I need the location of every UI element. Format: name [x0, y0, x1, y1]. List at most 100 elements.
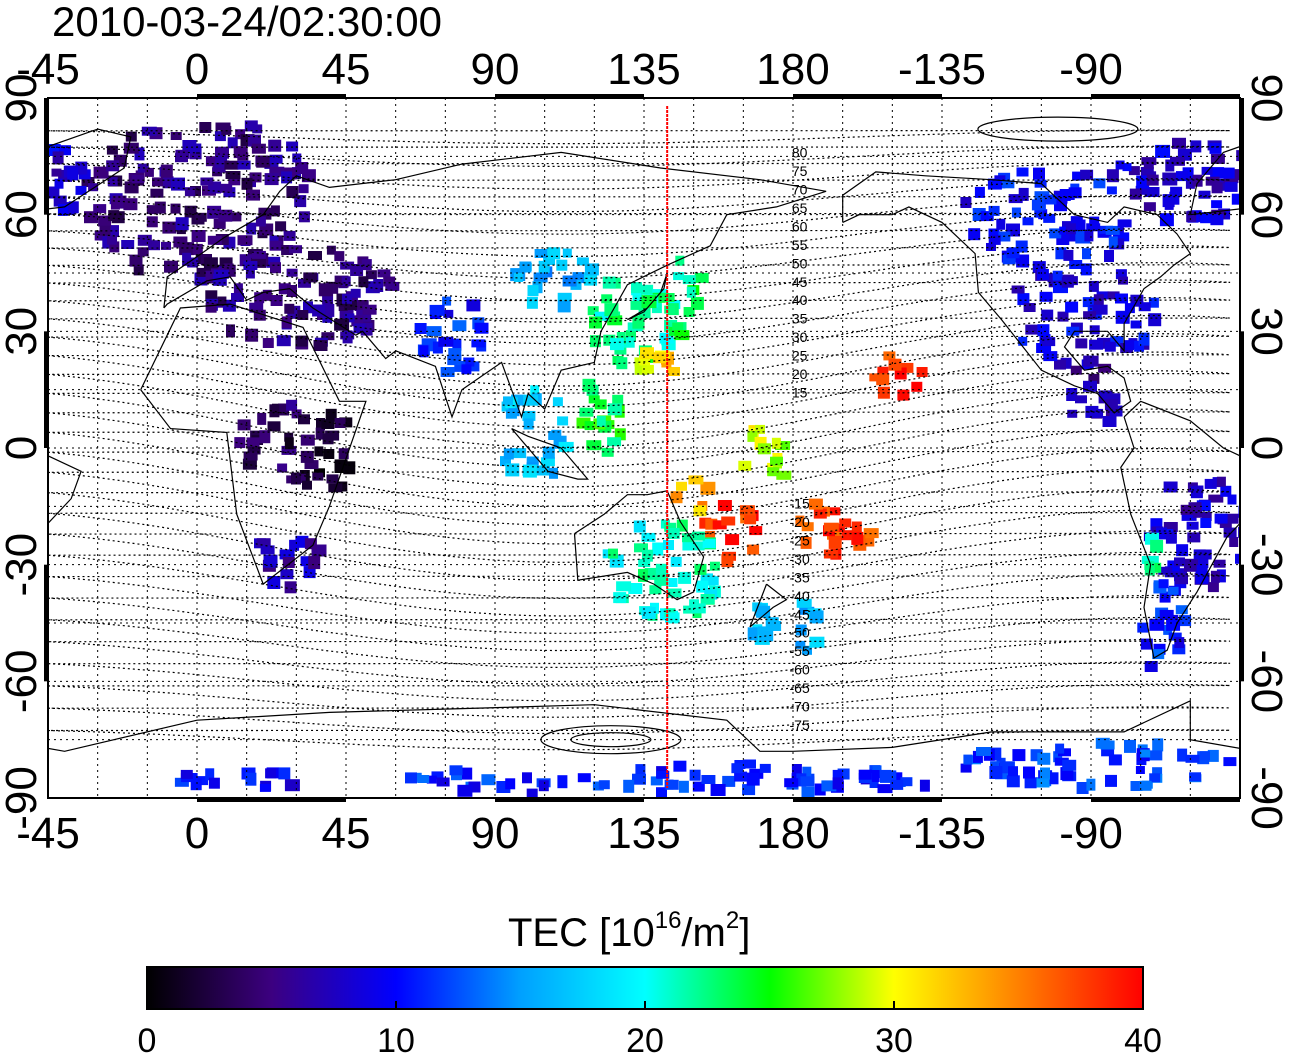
- lon-tick-label: -135: [898, 45, 986, 94]
- tec-cell: [190, 186, 201, 196]
- tec-cell: [123, 198, 138, 211]
- tec-cell: [1193, 509, 1203, 518]
- right-lat-axis: 90 60 30 0 -30 -60 -90: [1242, 74, 1291, 830]
- tec-cell: [505, 463, 520, 477]
- tec-cell: [1057, 311, 1069, 322]
- tec-cell: [438, 336, 454, 347]
- tec-cell: [557, 292, 572, 301]
- tec-cell: [655, 563, 667, 575]
- tec-cell: [1072, 171, 1086, 181]
- tec-cell: [538, 780, 549, 792]
- tec-cell: [594, 311, 609, 321]
- tec-cell: [284, 779, 300, 792]
- tec-cell: [251, 250, 266, 259]
- tec-cell: [282, 557, 295, 568]
- tec-cell: [298, 184, 309, 194]
- tec-cell: [747, 544, 760, 555]
- tec-cell: [1195, 570, 1209, 584]
- tec-cell: [919, 779, 930, 792]
- tec-cell: [744, 513, 757, 525]
- tec-cell: [313, 340, 328, 351]
- tec-cell: [1205, 176, 1220, 186]
- tec-cell: [607, 315, 623, 326]
- frame-bar: [1091, 94, 1240, 99]
- contour-label: -25: [790, 532, 810, 548]
- tec-cell: [837, 768, 850, 780]
- tec-cell: [474, 322, 489, 334]
- tec-cell: [869, 778, 879, 788]
- tec-cell: [1086, 223, 1101, 232]
- colorbar-tick-label: 20: [626, 1022, 664, 1057]
- tec-cell: [1097, 337, 1112, 349]
- tec-cell: [795, 515, 805, 527]
- tec-cell: [639, 355, 650, 366]
- tec-cell: [205, 270, 215, 282]
- contour-line: [48, 244, 1231, 302]
- tec-cell: [358, 276, 369, 288]
- lon-tick-label: 135: [607, 809, 680, 858]
- tec-cell: [1033, 167, 1045, 180]
- tec-cell: [1148, 313, 1162, 327]
- tec-cell: [1159, 609, 1174, 620]
- tec-cell: [1024, 777, 1037, 789]
- tec-cell: [88, 183, 99, 192]
- tec-cell: [281, 171, 293, 184]
- tec-cell: [1034, 205, 1044, 218]
- tec-cell: [53, 195, 67, 207]
- tec-cell: [300, 450, 314, 463]
- tec-cell: [1117, 219, 1132, 228]
- tec-cell: [259, 783, 271, 792]
- tec-cell: [334, 418, 346, 428]
- tec-cell: [1041, 337, 1056, 347]
- tec-cell: [989, 766, 1003, 779]
- tec-cell: [267, 576, 281, 589]
- contour-label: 25: [792, 348, 808, 364]
- tec-cell: [1118, 276, 1128, 285]
- tec-cell: [243, 261, 258, 270]
- tec-cell: [1179, 615, 1192, 627]
- tec-cell: [1065, 223, 1076, 235]
- tec-cell: [771, 437, 781, 449]
- tec-cell: [134, 147, 145, 161]
- tec-cell: [576, 417, 591, 429]
- tec-cell: [302, 480, 312, 490]
- tec-cell: [607, 403, 622, 416]
- tec-cell: [170, 132, 182, 140]
- tec-cell: [251, 143, 266, 154]
- tec-cell: [1172, 137, 1186, 149]
- tec-cell: [1167, 560, 1180, 572]
- bottom-lon-axis: 0 45 90 135 180 -135 -90 -45: [16, 809, 1123, 858]
- tec-cell: [663, 540, 674, 550]
- contour-line: [48, 661, 1231, 702]
- tec-cell: [692, 781, 705, 792]
- tec-cell: [353, 323, 366, 334]
- coastline: [48, 128, 132, 210]
- tec-cell: [641, 284, 654, 295]
- tec-cell: [1070, 365, 1082, 375]
- tec-cell: [270, 295, 283, 306]
- tec-cell: [321, 332, 335, 341]
- contour-label: -40: [790, 588, 810, 604]
- lon-tick-label: 90: [471, 45, 520, 94]
- tec-cell: [1015, 240, 1028, 253]
- tec-cell: [661, 339, 676, 351]
- tec-cell: [304, 538, 317, 550]
- map-title: 2010-03-24/02:30:00: [52, 0, 442, 45]
- colorbar-tick-label: 10: [377, 1022, 415, 1057]
- tec-cell: [1108, 236, 1118, 248]
- tec-cell: [631, 282, 642, 294]
- tec-cell: [259, 430, 271, 444]
- tec-cell: [988, 228, 1000, 238]
- tec-cell: [1083, 380, 1097, 392]
- tec-cell: [775, 441, 791, 450]
- tec-cell: [897, 389, 910, 401]
- tec-cell: [256, 155, 271, 168]
- tec-cell: [533, 272, 548, 283]
- tec-cell: [192, 243, 203, 255]
- tec-cell: [354, 300, 369, 311]
- tec-cell: [350, 264, 364, 276]
- tec-cell: [1182, 167, 1194, 180]
- tec-cell: [700, 481, 716, 495]
- tec-cell: [678, 571, 692, 584]
- tec-cell: [1053, 751, 1063, 763]
